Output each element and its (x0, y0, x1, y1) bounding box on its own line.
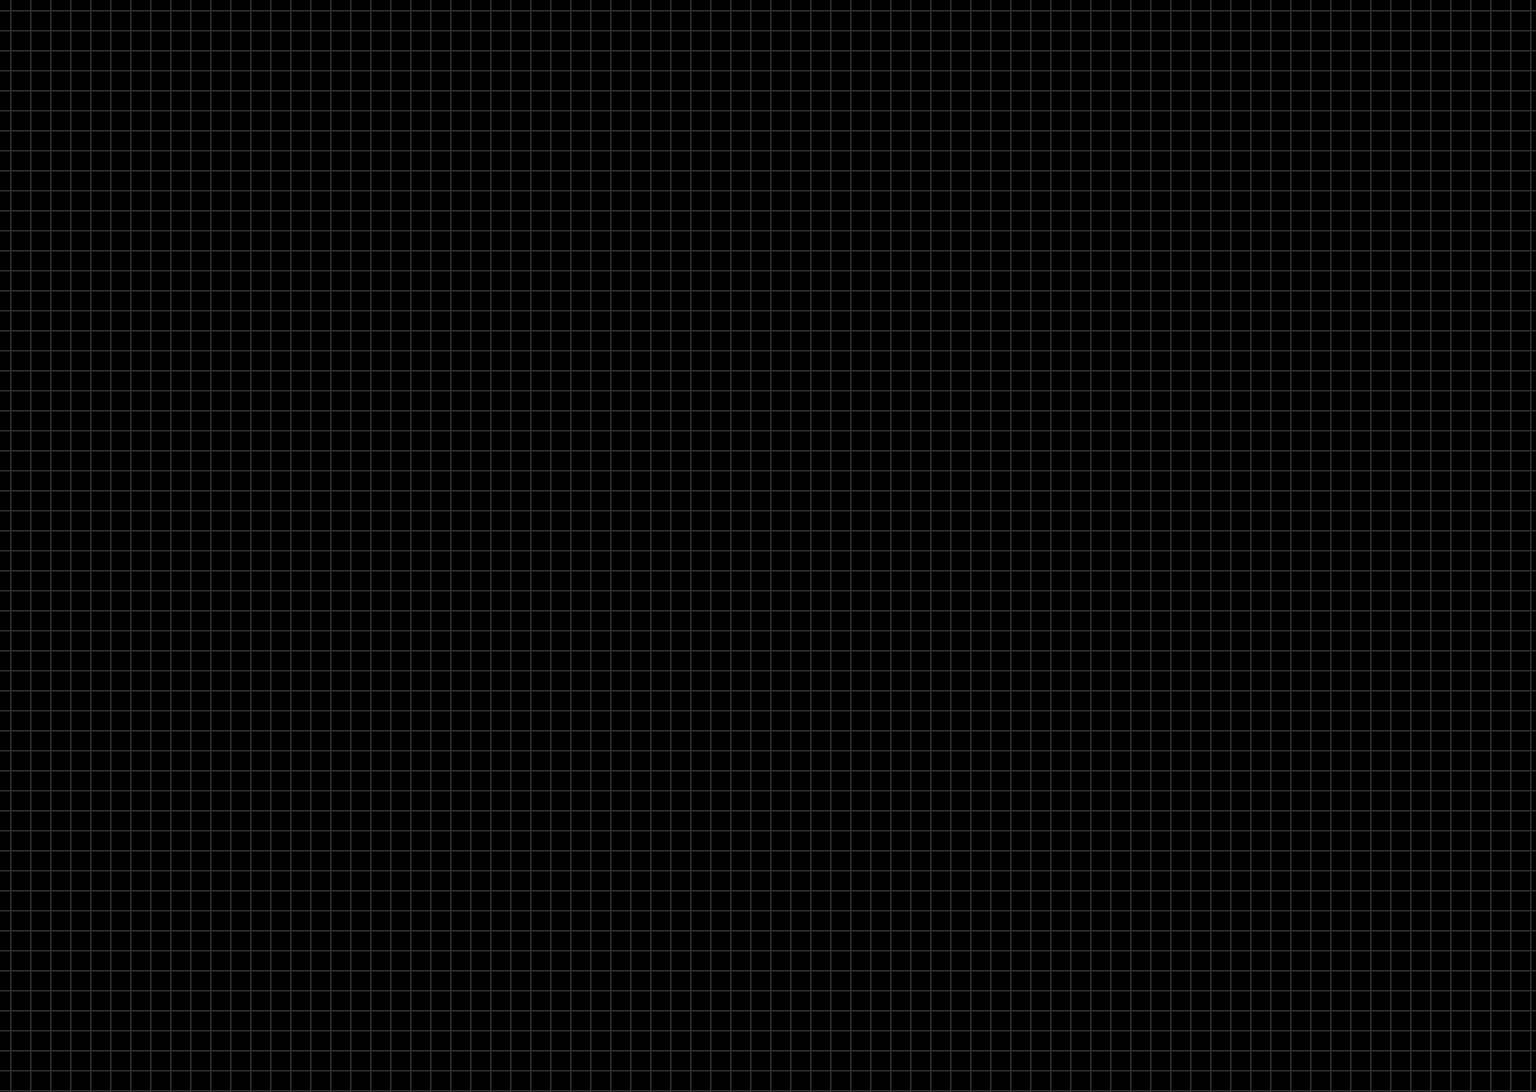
dark-mode-secondary-surface (908, 660, 1308, 880)
dark-mode-primary-surface (868, 610, 1348, 930)
light-mode-primary-surface (868, 126, 1348, 446)
light-mode-tertiary-surface (968, 226, 1248, 346)
dark-mode-tertiary-surface (968, 710, 1248, 830)
light-mode-secondary-surface (908, 176, 1308, 396)
